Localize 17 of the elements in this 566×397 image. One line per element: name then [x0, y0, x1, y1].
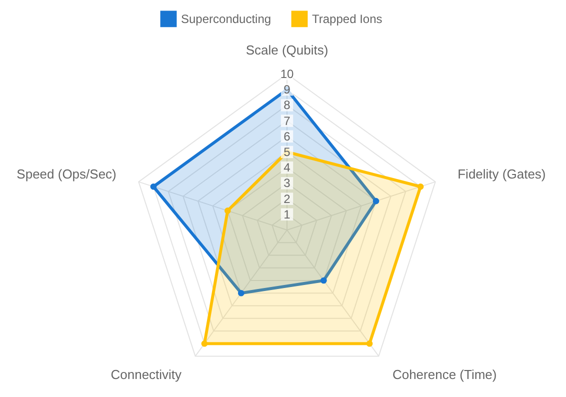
legend-label: Superconducting — [181, 12, 272, 26]
spoke-label: Fidelity (Gates) — [458, 166, 546, 182]
y-tick-label: 4 — [284, 160, 291, 175]
y-tick-label: 6 — [284, 129, 291, 144]
y-tick-label: 10 — [280, 67, 294, 81]
legend-label: Trapped Ions — [312, 12, 382, 26]
y-tick-label: 7 — [284, 114, 291, 128]
y-tick-label: 1 — [284, 207, 291, 222]
spoke-label: Scale (Qubits) — [246, 42, 328, 58]
y-tick-label: 2 — [284, 192, 291, 206]
y-tick-label: 8 — [284, 98, 291, 112]
spoke-label: Coherence (Time) — [392, 367, 497, 382]
spoke-label: Speed (Ops/Sec) — [16, 166, 116, 182]
y-tick-label: 5 — [284, 145, 291, 159]
y-tick-label: 9 — [284, 82, 291, 97]
y-tick-label: 3 — [284, 176, 291, 190]
spoke-label: Connectivity — [110, 367, 182, 382]
